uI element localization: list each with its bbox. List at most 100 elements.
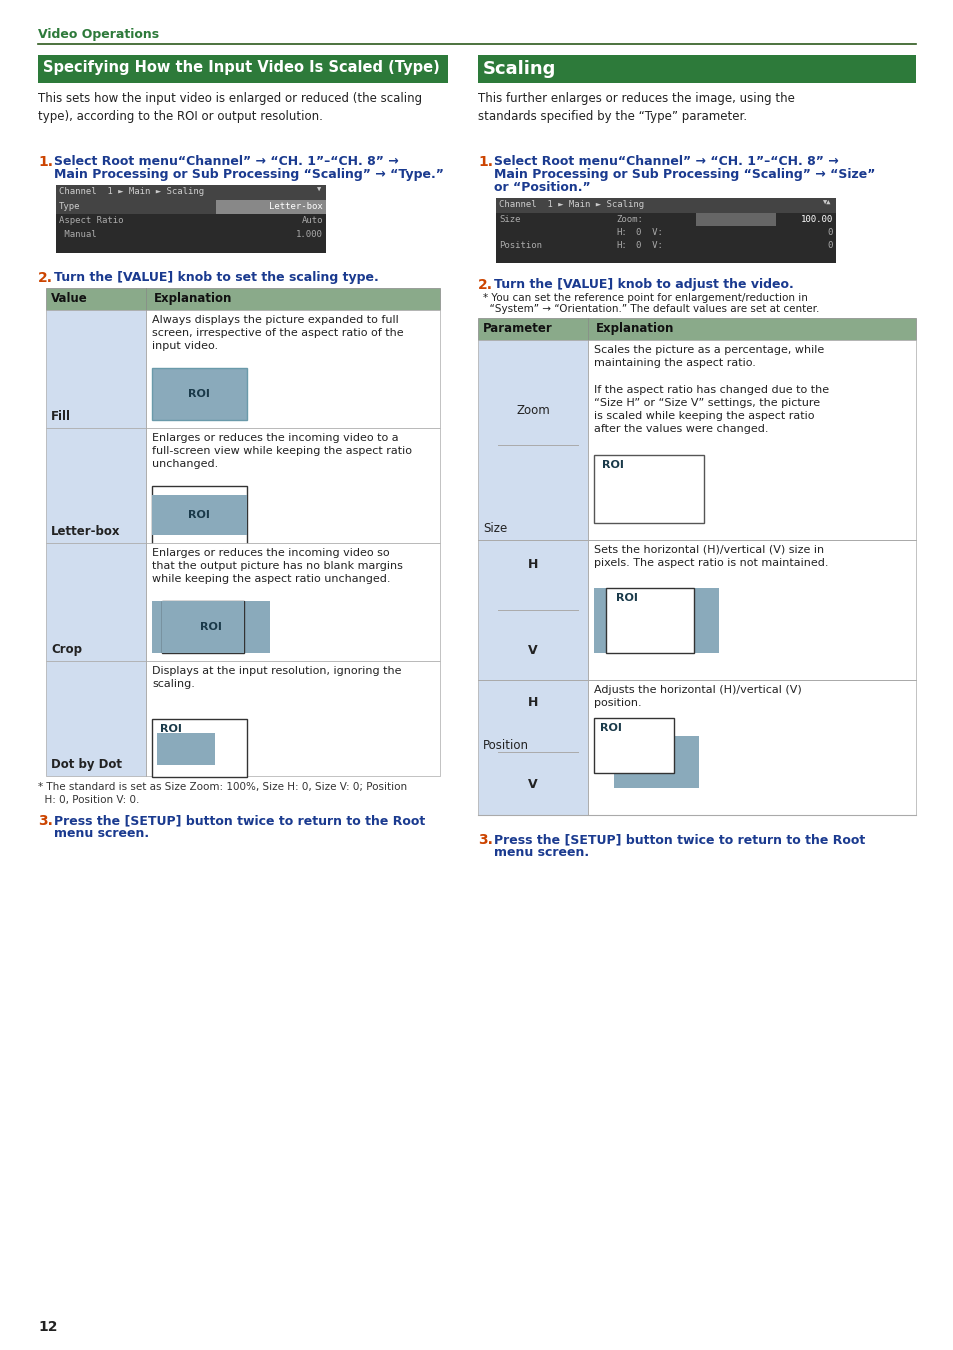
Text: Video Operations: Video Operations (38, 28, 159, 40)
Text: 12: 12 (38, 1320, 57, 1334)
Text: Fill: Fill (51, 410, 71, 423)
Text: * You can set the reference point for enlargement/reduction in: * You can set the reference point for en… (482, 293, 807, 302)
Text: Type: Type (59, 202, 80, 211)
Bar (146, 310, 439, 428)
Text: Dot by Dot: Dot by Dot (51, 757, 122, 771)
Text: Enlarges or reduces the incoming video so
that the output picture has no blank m: Enlarges or reduces the incoming video s… (152, 548, 402, 585)
Bar (56, 185, 326, 200)
Bar (696, 213, 775, 225)
Bar (46, 310, 146, 428)
Text: ROI: ROI (616, 593, 638, 603)
Bar (56, 200, 326, 215)
Bar (496, 198, 835, 213)
Text: V: V (528, 644, 537, 656)
Bar (152, 601, 270, 653)
Text: 1.000: 1.000 (295, 230, 323, 239)
Text: Scales the picture as a percentage, while
maintaining the aspect ratio.

If the : Scales the picture as a percentage, whil… (594, 346, 828, 435)
Text: Sets the horizontal (H)/vertical (V) size in
pixels. The aspect ratio is not mai: Sets the horizontal (H)/vertical (V) siz… (594, 545, 827, 568)
Text: ROI: ROI (599, 724, 621, 733)
Text: 0: 0 (827, 242, 832, 250)
Bar (146, 662, 439, 776)
Bar (477, 340, 587, 540)
Bar (46, 662, 146, 776)
Bar (162, 601, 244, 653)
Text: Adjusts the horizontal (H)/vertical (V)
position.: Adjusts the horizontal (H)/vertical (V) … (594, 684, 801, 709)
Text: Position: Position (482, 738, 529, 752)
Text: 1.: 1. (38, 155, 53, 169)
Text: Position: Position (498, 242, 541, 250)
Bar (46, 543, 146, 662)
Bar (38, 55, 448, 82)
Text: 0  V:: 0 V: (636, 228, 662, 238)
Text: Zoom:: Zoom: (616, 215, 642, 224)
Text: H:: H: (616, 228, 626, 238)
Text: or “Position.”: or “Position.” (494, 181, 590, 194)
Text: Explanation: Explanation (153, 292, 233, 305)
Text: Specifying How the Input Video Is Scaled (Type): Specifying How the Input Video Is Scaled… (43, 59, 439, 76)
Text: Crop: Crop (51, 643, 82, 656)
Text: ROI: ROI (188, 389, 210, 400)
Text: Scaling: Scaling (482, 59, 556, 78)
Bar (152, 486, 247, 544)
Bar (46, 288, 439, 311)
Text: ROI: ROI (200, 622, 222, 632)
Text: ▼: ▼ (316, 188, 320, 193)
Text: Main Processing or Sub Processing “Scaling” → “Size”: Main Processing or Sub Processing “Scali… (494, 167, 875, 181)
Bar (477, 540, 587, 680)
Text: Select Root menu“Channel” → “CH. 1”–“CH. 8” →: Select Root menu“Channel” → “CH. 1”–“CH.… (494, 155, 838, 167)
Text: Channel  1 ► Main ► Scaling: Channel 1 ► Main ► Scaling (59, 188, 204, 196)
Text: This sets how the input video is enlarged or reduced (the scaling
type), accordi: This sets how the input video is enlarge… (38, 92, 421, 123)
Text: Press the [SETUP] button twice to return to the Root: Press the [SETUP] button twice to return… (494, 833, 864, 846)
Bar (477, 680, 587, 815)
Text: Size: Size (498, 215, 520, 224)
Text: 0  V:: 0 V: (636, 242, 662, 250)
Text: ROI: ROI (160, 724, 182, 734)
Text: Press the [SETUP] button twice to return to the Root: Press the [SETUP] button twice to return… (54, 814, 425, 828)
Text: “System” → “Orientation.” The default values are set at center.: “System” → “Orientation.” The default va… (482, 304, 819, 315)
Text: Value: Value (51, 292, 88, 305)
Text: Displays at the input resolution, ignoring the
scaling.: Displays at the input resolution, ignori… (152, 666, 401, 690)
Text: Aspect Ratio: Aspect Ratio (59, 216, 123, 225)
Bar (157, 733, 214, 765)
Text: Enlarges or reduces the incoming video to a
full-screen view while keeping the a: Enlarges or reduces the incoming video t… (152, 433, 412, 470)
Bar (162, 601, 244, 653)
Text: Select Root menu“Channel” → “CH. 1”–“CH. 8” →: Select Root menu“Channel” → “CH. 1”–“CH.… (54, 155, 398, 167)
Bar (496, 198, 835, 263)
Bar (146, 543, 439, 662)
Text: ROI: ROI (188, 510, 210, 520)
Text: H: H (527, 695, 537, 709)
Bar (587, 540, 915, 680)
Bar (152, 720, 247, 778)
Text: ROI: ROI (601, 460, 623, 470)
Bar (587, 340, 915, 540)
Text: Zoom: Zoom (516, 404, 549, 417)
Text: Turn the [VALUE] knob to set the scaling type.: Turn the [VALUE] knob to set the scaling… (54, 271, 378, 284)
Text: * The standard is set as Size Zoom: 100%, Size H: 0, Size V: 0; Position
  H: 0,: * The standard is set as Size Zoom: 100%… (38, 782, 407, 805)
Text: Parameter: Parameter (482, 323, 552, 335)
Text: This further enlarges or reduces the image, using the
standards specified by the: This further enlarges or reduces the ima… (477, 92, 794, 123)
Text: Letter-box: Letter-box (269, 202, 323, 211)
Text: Always displays the picture expanded to full
screen, irrespective of the aspect : Always displays the picture expanded to … (152, 315, 403, 351)
Bar (594, 455, 703, 522)
Bar (152, 495, 247, 535)
Bar (477, 55, 915, 82)
Bar (605, 589, 693, 653)
Text: Explanation: Explanation (596, 323, 674, 335)
Text: 0: 0 (827, 228, 832, 238)
Text: Auto: Auto (301, 216, 323, 225)
Bar (587, 680, 915, 815)
Text: ▼▲: ▼▲ (821, 200, 830, 207)
Text: V: V (528, 779, 537, 791)
Text: 100.00: 100.00 (800, 215, 832, 224)
Bar (614, 736, 699, 788)
Bar (152, 369, 247, 420)
Text: 3.: 3. (477, 833, 493, 846)
Text: Main Processing or Sub Processing “Scaling” → “Type.”: Main Processing or Sub Processing “Scali… (54, 167, 443, 181)
Text: Letter-box: Letter-box (51, 525, 120, 539)
Text: 2.: 2. (477, 278, 493, 292)
Text: H: H (527, 559, 537, 571)
Text: 3.: 3. (38, 814, 52, 828)
Bar (477, 319, 915, 340)
Bar (46, 428, 146, 543)
Bar (56, 185, 326, 252)
